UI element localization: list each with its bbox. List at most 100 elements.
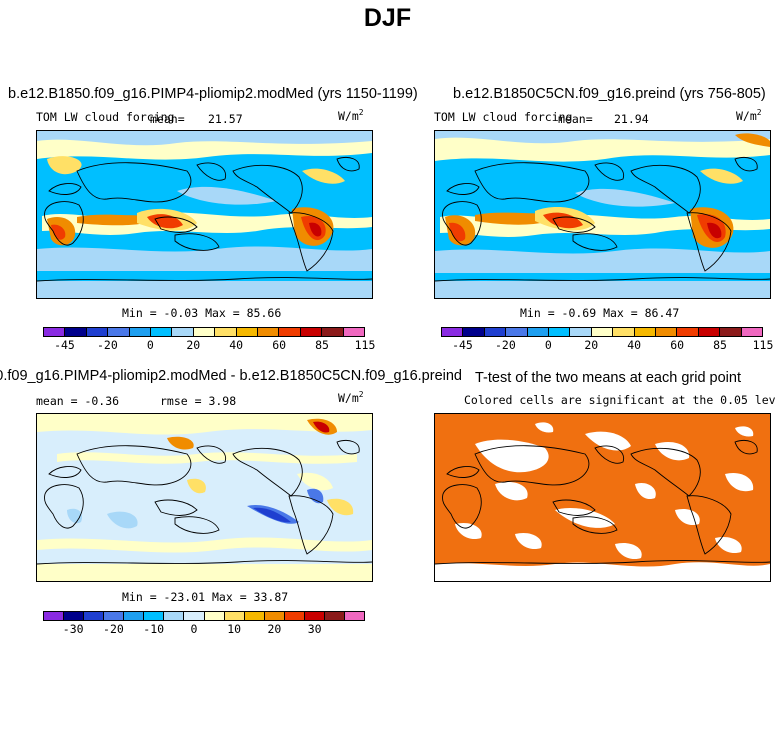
panel-title-top-right: b.e12.B1850C5CN.f09_g16.preind (yrs 756-… bbox=[453, 86, 766, 102]
colorbar-top-left bbox=[43, 327, 365, 337]
colorbar-tick-label: 30 bbox=[307, 622, 322, 636]
map-top-right bbox=[434, 130, 771, 299]
colorbar-tick-label: 85 bbox=[315, 338, 329, 352]
colorbar-cell bbox=[184, 612, 205, 620]
colorbar-cell bbox=[720, 328, 742, 336]
colorbar-cell bbox=[279, 328, 301, 336]
colorbar-cell bbox=[244, 612, 265, 620]
panel-subtitle-bottom-right: Colored cells are significant at the 0.0… bbox=[464, 393, 775, 407]
colorbar-cell bbox=[44, 328, 66, 336]
significance-map-bottom-right bbox=[435, 414, 770, 581]
colorbar-cell bbox=[236, 328, 259, 336]
colorbar-tick-label: 20 bbox=[584, 338, 599, 352]
colorbar-cell bbox=[484, 328, 507, 336]
colorbar-tick-label: 40 bbox=[627, 338, 642, 352]
mean-value-top-right: 21.94 bbox=[614, 112, 649, 126]
mean-label-top-left: mean= bbox=[150, 112, 185, 126]
mean-label-top-right: mean= bbox=[558, 112, 593, 126]
colorbar-bottom-left bbox=[43, 611, 365, 621]
colorbar-cell bbox=[224, 612, 245, 620]
minmax-bottom-left: Min = -23.01 Max = 33.87 bbox=[122, 590, 289, 604]
colorbar-ticks-bottom-left: -30 -20 -10 0 10 20 30 bbox=[43, 622, 365, 636]
colorbar-cell bbox=[343, 328, 365, 336]
minmax-top-left: Min = -0.03 Max = 85.66 bbox=[122, 306, 282, 320]
colorbar-tick-label: -20 bbox=[103, 622, 124, 636]
colorbar-cell bbox=[204, 612, 225, 620]
contour-map-bottom-left bbox=[37, 414, 372, 581]
colorbar-cell bbox=[591, 328, 614, 336]
colorbar-cell bbox=[44, 612, 65, 620]
colorbar-cell bbox=[124, 612, 145, 620]
colorbar-cell bbox=[570, 328, 592, 336]
colorbar-cell bbox=[634, 328, 657, 336]
rmse-text-bottom-left: rmse = 3.98 bbox=[160, 394, 237, 408]
colorbar-cell bbox=[104, 612, 125, 620]
colorbar-cell bbox=[284, 612, 305, 620]
colorbar-tick-label: -20 bbox=[495, 338, 516, 352]
units-top-left: W/m2 bbox=[338, 108, 364, 123]
colorbar-cell bbox=[258, 328, 280, 336]
variable-label-top-right: TOM LW cloud forcing bbox=[434, 110, 573, 124]
colorbar-cell bbox=[86, 328, 109, 336]
colorbar-cell bbox=[442, 328, 464, 336]
colorbar-cell bbox=[304, 612, 325, 620]
colorbar-cell bbox=[463, 328, 485, 336]
units-bottom-left: W/m2 bbox=[338, 390, 364, 405]
colorbar-tick-label: 115 bbox=[354, 338, 376, 352]
colorbar-cell bbox=[144, 612, 165, 620]
colorbar-cell bbox=[344, 612, 364, 620]
colorbar-cell bbox=[84, 612, 105, 620]
panel-title-top-left: b.e12.B1850.f09_g16.PIMP4-pliomip2.modMe… bbox=[8, 86, 418, 102]
map-top-left bbox=[36, 130, 373, 299]
colorbar-tick-label: -30 bbox=[62, 622, 84, 636]
panel-title-bottom-left: b.e12.B1850.f09_g16.PIMP4-pliomip2.modMe… bbox=[0, 368, 462, 384]
colorbar-cell bbox=[698, 328, 721, 336]
colorbar-cell bbox=[322, 328, 344, 336]
colorbar-tick-label: 10 bbox=[227, 622, 242, 636]
colorbar-tick-label: 20 bbox=[186, 338, 201, 352]
colorbar-cell bbox=[300, 328, 323, 336]
colorbar-cell bbox=[324, 612, 345, 620]
map-bottom-left bbox=[36, 413, 373, 582]
colorbar-tick-label: 0 bbox=[544, 338, 552, 352]
colorbar-tick-label: 0 bbox=[146, 338, 154, 352]
colorbar-cell bbox=[164, 612, 185, 620]
colorbar-tick-label: 0 bbox=[190, 622, 198, 636]
colorbar-ticks-top-left: -45 -20 0 20 40 60 85 115 bbox=[43, 338, 375, 352]
colorbar-cell bbox=[527, 328, 550, 336]
colorbar-ticks-top-right: -45 -20 0 20 40 60 85 115 bbox=[441, 338, 773, 352]
colorbar-tick-label: 115 bbox=[752, 338, 774, 352]
colorbar-cell bbox=[215, 328, 237, 336]
colorbar-tick-label: -45 bbox=[452, 338, 473, 352]
mean-text-bottom-left: mean = -0.36 bbox=[36, 394, 120, 408]
variable-label-top-left: TOM LW cloud forcing bbox=[36, 110, 175, 124]
colorbar-cell bbox=[656, 328, 678, 336]
map-bottom-right bbox=[434, 413, 771, 582]
mean-value-top-left: 21.57 bbox=[208, 112, 243, 126]
colorbar-cell bbox=[613, 328, 635, 336]
colorbar-cell bbox=[264, 612, 285, 620]
colorbar-tick-label: 60 bbox=[670, 338, 685, 352]
colorbar-tick-label: 60 bbox=[272, 338, 287, 352]
colorbar-cell bbox=[506, 328, 528, 336]
colorbar-cell bbox=[65, 328, 87, 336]
figure-title: DJF bbox=[363, 4, 412, 32]
colorbar-top-right bbox=[441, 327, 763, 337]
colorbar-tick-label: 20 bbox=[267, 622, 282, 636]
contour-map-top-right bbox=[435, 131, 770, 298]
colorbar-cell bbox=[108, 328, 130, 336]
colorbar-tick-label: -20 bbox=[97, 338, 118, 352]
colorbar-tick-label: -10 bbox=[143, 622, 165, 636]
panel-title-bottom-left-clip: b.e12.B1850.f09_g16.PIMP4-pliomip2.modMe… bbox=[0, 368, 462, 386]
colorbar-cell bbox=[129, 328, 152, 336]
colorbar-cell bbox=[677, 328, 699, 336]
colorbar-cell bbox=[741, 328, 763, 336]
colorbar-cell bbox=[193, 328, 216, 336]
units-top-right: W/m2 bbox=[736, 108, 762, 123]
colorbar-tick-label: 40 bbox=[229, 338, 244, 352]
panel-title-bottom-right: T-test of the two means at each grid poi… bbox=[475, 370, 741, 386]
colorbar-cell bbox=[172, 328, 194, 336]
minmax-top-right: Min = -0.69 Max = 86.47 bbox=[520, 306, 680, 320]
colorbar-cell bbox=[549, 328, 571, 336]
contour-map-top-left bbox=[37, 131, 372, 298]
